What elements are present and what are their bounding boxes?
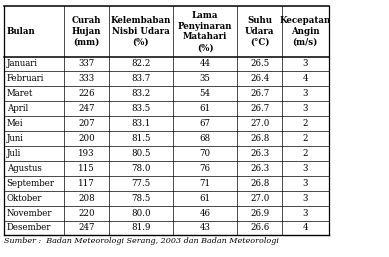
Text: 78.5: 78.5	[131, 194, 151, 203]
Text: 26.7: 26.7	[250, 104, 269, 113]
Text: 26.4: 26.4	[250, 74, 269, 84]
Text: 2: 2	[303, 149, 308, 158]
Text: 247: 247	[78, 223, 95, 233]
Text: 3: 3	[303, 59, 308, 69]
Text: 117: 117	[78, 179, 95, 188]
Text: Juni: Juni	[7, 134, 23, 143]
Text: Kecepatan
Angin
(m/s): Kecepatan Angin (m/s)	[280, 16, 331, 47]
Text: 2: 2	[303, 134, 308, 143]
Text: 3: 3	[303, 208, 308, 218]
Text: 43: 43	[200, 223, 210, 233]
Text: 337: 337	[79, 59, 95, 69]
Text: 115: 115	[78, 164, 95, 173]
Text: 26.5: 26.5	[250, 59, 269, 69]
Text: 67: 67	[200, 119, 211, 128]
Text: April: April	[7, 104, 28, 113]
Text: 3: 3	[303, 89, 308, 98]
Text: 2: 2	[303, 119, 308, 128]
Text: 35: 35	[200, 74, 210, 84]
Text: 61: 61	[200, 194, 211, 203]
Text: Bulan: Bulan	[7, 27, 35, 36]
Text: 3: 3	[303, 104, 308, 113]
Text: 54: 54	[200, 89, 211, 98]
Text: 80.0: 80.0	[131, 208, 151, 218]
Text: 208: 208	[78, 194, 95, 203]
Text: 26.8: 26.8	[250, 179, 269, 188]
Text: 81.9: 81.9	[131, 223, 151, 233]
Text: 3: 3	[303, 194, 308, 203]
Text: 220: 220	[78, 208, 95, 218]
Text: Desember: Desember	[7, 223, 51, 233]
Text: 68: 68	[200, 134, 211, 143]
Text: 3: 3	[303, 179, 308, 188]
Text: November: November	[7, 208, 52, 218]
Text: 83.1: 83.1	[131, 119, 151, 128]
Text: 70: 70	[200, 149, 211, 158]
Text: Sumber :  Badan Meteorologi Serang, 2003 dan Badan Meteorologi: Sumber : Badan Meteorologi Serang, 2003 …	[4, 237, 279, 245]
Text: 207: 207	[78, 119, 95, 128]
Text: 76: 76	[200, 164, 211, 173]
Text: 82.2: 82.2	[131, 59, 151, 69]
Text: 333: 333	[79, 74, 95, 84]
Text: 193: 193	[78, 149, 95, 158]
Text: 247: 247	[78, 104, 95, 113]
Text: Curah
Hujan
(mm): Curah Hujan (mm)	[72, 16, 101, 47]
Text: 77.5: 77.5	[131, 179, 151, 188]
Text: 83.5: 83.5	[131, 104, 151, 113]
Text: 46: 46	[200, 208, 211, 218]
Text: 26.3: 26.3	[250, 164, 269, 173]
Text: 83.2: 83.2	[131, 89, 151, 98]
Text: 26.9: 26.9	[250, 208, 269, 218]
Text: Juli: Juli	[7, 149, 21, 158]
Text: 200: 200	[78, 134, 95, 143]
Text: 78.0: 78.0	[131, 164, 151, 173]
Text: Oktober: Oktober	[7, 194, 42, 203]
Text: 27.0: 27.0	[250, 119, 269, 128]
Text: Suhu
Udara
(°C): Suhu Udara (°C)	[245, 16, 274, 47]
Text: 3: 3	[303, 164, 308, 173]
Text: 226: 226	[78, 89, 95, 98]
Text: 83.7: 83.7	[131, 74, 151, 84]
Text: Mei: Mei	[7, 119, 23, 128]
Text: 26.3: 26.3	[250, 149, 269, 158]
Text: 71: 71	[200, 179, 211, 188]
Text: 4: 4	[303, 74, 308, 84]
Text: 4: 4	[303, 223, 308, 233]
Text: 26.6: 26.6	[250, 223, 269, 233]
Text: 26.7: 26.7	[250, 89, 269, 98]
Text: 27.0: 27.0	[250, 194, 269, 203]
Text: Lama
Penyinaran
Matahari
(%): Lama Penyinaran Matahari (%)	[178, 11, 233, 52]
Text: 44: 44	[200, 59, 211, 69]
Text: 81.5: 81.5	[131, 134, 151, 143]
Text: Januari: Januari	[7, 59, 38, 69]
Text: Kelembaban
Nisbi Udara
(%): Kelembaban Nisbi Udara (%)	[111, 16, 171, 47]
Text: Maret: Maret	[7, 89, 33, 98]
Text: 61: 61	[200, 104, 211, 113]
Text: 26.8: 26.8	[250, 134, 269, 143]
Text: 80.5: 80.5	[131, 149, 151, 158]
Text: Februari: Februari	[7, 74, 44, 84]
Text: September: September	[7, 179, 54, 188]
Text: Agustus: Agustus	[7, 164, 42, 173]
